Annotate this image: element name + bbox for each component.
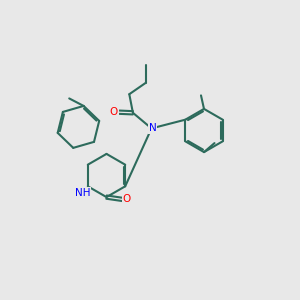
Text: O: O — [122, 194, 131, 205]
Text: N: N — [149, 123, 157, 134]
Text: NH: NH — [75, 188, 90, 198]
Text: O: O — [110, 107, 118, 117]
